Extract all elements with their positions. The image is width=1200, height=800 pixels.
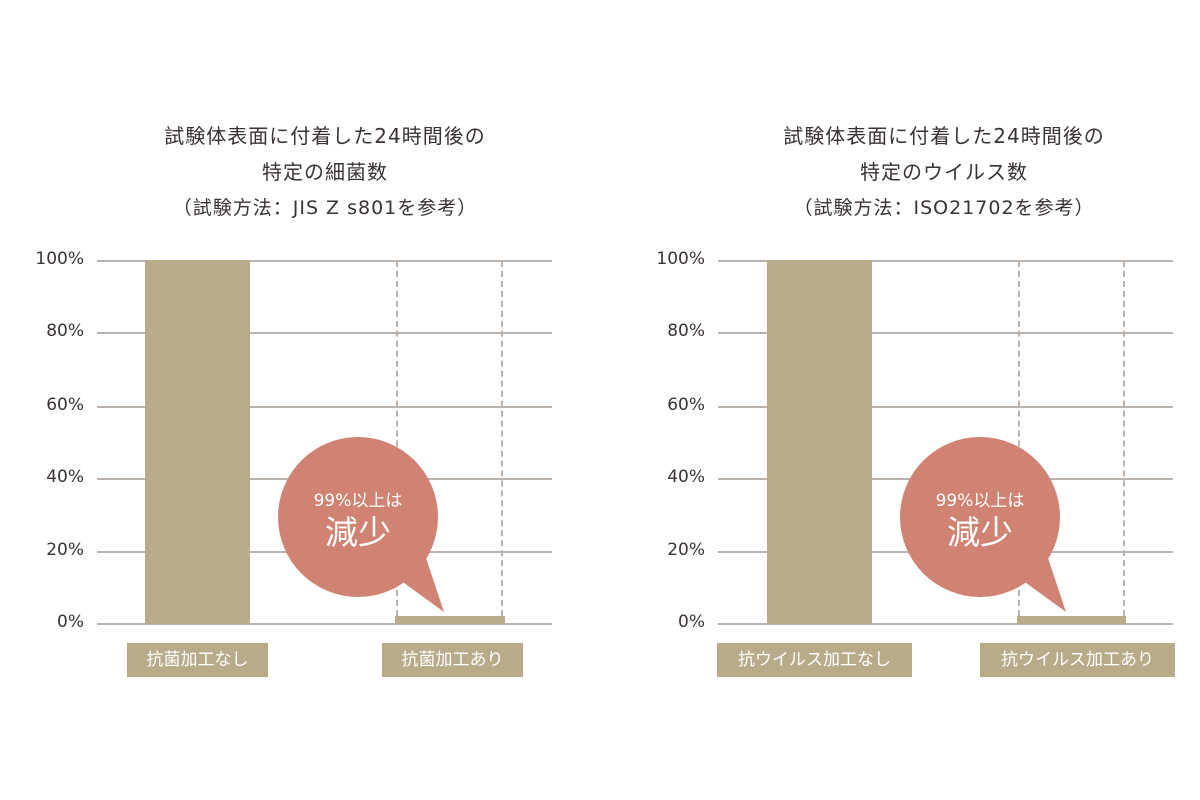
gridline-80 [97,332,552,334]
reference-dash-right [1123,261,1125,616]
gridline-100 [97,260,552,262]
callout-line-2: 減少 [947,513,1013,552]
virus-chart: 試験体表面に付着した24時間後の 特定のウイルス数 （試験方法：ISO21702… [622,0,1200,800]
gridline-60 [718,406,1173,408]
y-tick-40: 40% [46,467,84,487]
bar-treated [1017,616,1126,624]
y-tick-80: 80% [46,321,84,341]
y-tick-60: 60% [667,395,705,415]
gridline-80 [718,332,1173,334]
y-tick-20: 20% [667,540,705,560]
chart-title-line-1: 試験体表面に付着した24時間後の [164,124,486,148]
chart-title: 試験体表面に付着した24時間後の 特定のウイルス数 （試験方法：ISO21702… [644,118,1200,226]
gridline-100 [718,260,1173,262]
bar-untreated [145,260,250,624]
y-tick-100: 100% [656,249,705,269]
y-tick-80: 80% [667,321,705,341]
x-label-treated: 抗菌加工あり [382,643,523,677]
callout-text: 99%以上は 減少 [920,490,1040,554]
chart-title-line-2: 特定の細菌数 [262,160,388,184]
gridline-0 [97,623,552,625]
reference-dash-right [501,261,503,616]
callout-text: 99%以上は 減少 [298,490,418,554]
y-tick-60: 60% [46,395,84,415]
y-tick-0: 0% [57,612,84,632]
chart-title-method: （試験方法：JIS Z s801を参考） [172,197,478,219]
callout-line-1: 99%以上は [313,491,403,511]
x-label-untreated: 抗ウイルス加工なし [717,643,912,677]
y-tick-0: 0% [678,612,705,632]
reference-dash-left [1018,261,1020,616]
gridline-60 [97,406,552,408]
x-label-untreated: 抗菌加工なし [127,643,268,677]
callout-line-2: 減少 [325,513,391,552]
chart-title: 試験体表面に付着した24時間後の 特定の細菌数 （試験方法：JIS Z s801… [25,118,625,226]
bar-untreated [767,260,872,624]
reference-dash-left [396,261,398,616]
bar-treated [395,616,505,624]
chart-title-line-1: 試験体表面に付着した24時間後の [783,124,1105,148]
y-tick-40: 40% [667,467,705,487]
y-tick-100: 100% [35,249,84,269]
x-label-treated: 抗ウイルス加工あり [980,643,1175,677]
bacteria-chart: 試験体表面に付着した24時間後の 特定の細菌数 （試験方法：JIS Z s801… [35,124,552,677]
chart-title-method: （試験方法：ISO21702を参考） [793,197,1095,219]
gridline-0 [718,623,1173,625]
callout-bubble [900,437,1066,612]
chart-title-line-2: 特定のウイルス数 [860,160,1028,184]
callout-bubble [278,437,444,612]
callout-line-1: 99%以上は [935,491,1025,511]
y-tick-20: 20% [46,540,84,560]
